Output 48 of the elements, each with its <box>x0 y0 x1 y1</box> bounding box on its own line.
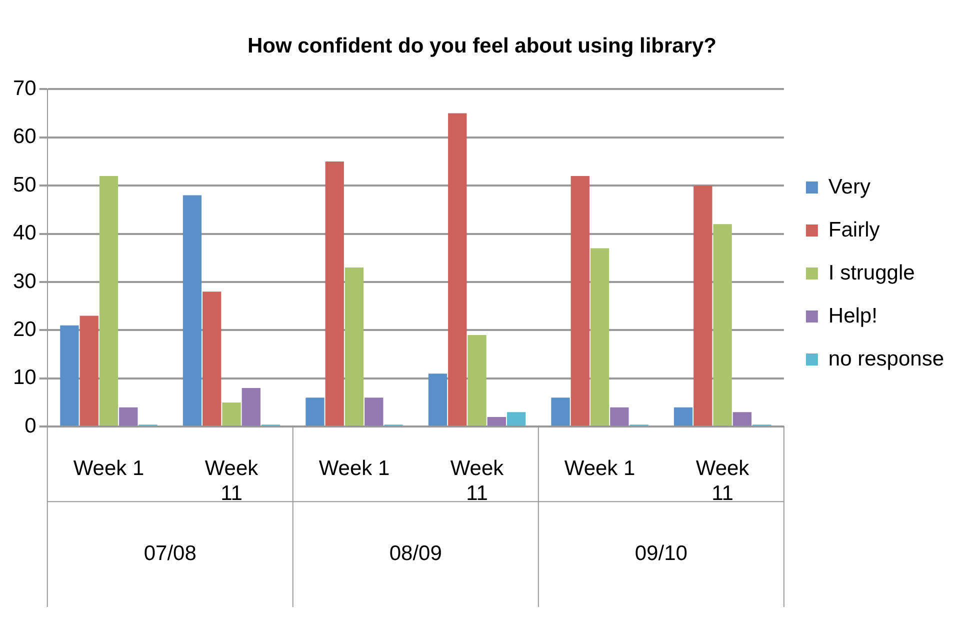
y-tick-label: 50 <box>13 173 36 196</box>
legend-label: Fairly <box>828 218 880 242</box>
bar <box>306 398 324 426</box>
y-tick-label: 0 <box>24 414 36 438</box>
bar <box>80 316 98 426</box>
x-tick-label: Week 11 <box>696 456 750 506</box>
legend-label: Very <box>828 175 871 198</box>
legend-label: no response <box>828 347 944 370</box>
text: 09/10 <box>634 542 688 566</box>
bar <box>590 248 610 426</box>
bar <box>344 268 364 426</box>
x-tick-label: Week 11 <box>204 456 259 506</box>
bar <box>60 325 79 426</box>
bar <box>222 402 241 426</box>
bar <box>428 374 448 426</box>
y-tick-label: 70 <box>13 76 36 100</box>
bar <box>468 335 486 426</box>
bar <box>119 407 138 426</box>
bar <box>487 416 506 426</box>
bar <box>242 388 260 426</box>
y-tick-label: 30 <box>13 270 36 293</box>
y-tick-label: 60 <box>13 125 36 148</box>
bar <box>99 176 118 426</box>
bar <box>182 195 202 426</box>
bar <box>732 412 752 426</box>
chart-title: How confident do you feel about using library? <box>247 34 717 58</box>
bar <box>694 186 712 426</box>
text: 07/08 <box>144 542 196 566</box>
bar <box>551 398 570 426</box>
x-tick-label: Week 1 <box>318 456 390 480</box>
bar <box>202 292 222 426</box>
y-tick-label: 20 <box>13 318 36 341</box>
bar <box>570 176 590 426</box>
bar <box>448 113 467 426</box>
x-tick-label: Week 1 <box>564 456 636 480</box>
legend-label: Help! <box>828 304 878 328</box>
y-tick-label: 10 <box>13 366 36 390</box>
bar <box>610 407 629 426</box>
legend-label: I struggle <box>828 261 915 284</box>
bar <box>713 224 732 426</box>
y-tick-label: 40 <box>13 222 36 245</box>
bar <box>364 398 384 426</box>
bar <box>325 162 344 426</box>
bar <box>506 412 526 426</box>
x-tick-label: Week 11 <box>450 456 504 506</box>
bar <box>674 407 693 426</box>
x-tick-label: Week 1 <box>73 456 144 480</box>
text: 08/09 <box>389 542 442 566</box>
